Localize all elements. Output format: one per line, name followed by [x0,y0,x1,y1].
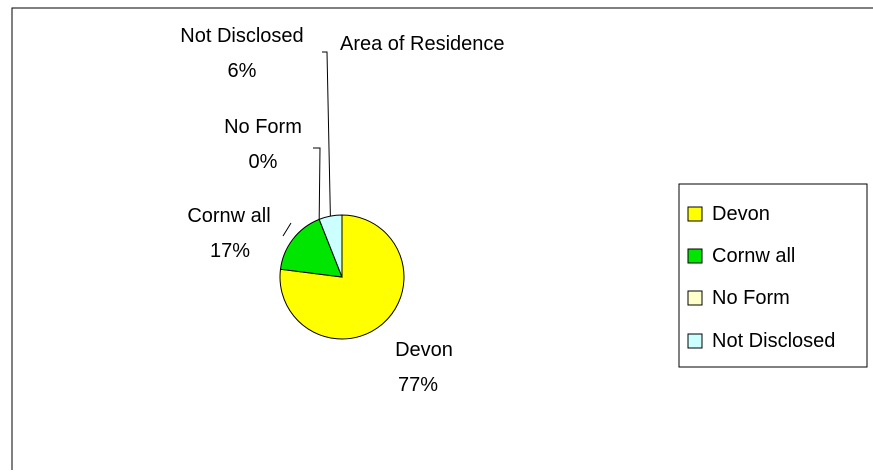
chart-title: Area of Residence [340,33,505,55]
leader-lines [282,51,331,237]
legend-swatch-cornwall [687,248,703,264]
legend: Devon Cornw all No Form Not Disclosed [678,183,868,368]
leader-line-cornwall [282,222,292,237]
legend-label-not-disclosed: Not Disclosed [712,330,835,352]
pie-slices [279,214,405,340]
legend-label-cornwall: Cornw all [712,245,795,267]
data-label-name-cornwall: Cornw all [187,205,270,227]
legend-swatch-no-form [687,290,703,306]
data-label-name-not-disclosed: Not Disclosed [180,25,303,47]
data-label-percent-cornwall: 17% [210,240,250,262]
data-labels: Devon 77% Cornw all 17% No Form 0% Not D… [180,25,453,396]
legend-box [678,183,868,368]
leader-line-not-disclosed [322,51,331,217]
chart-border [11,7,873,470]
data-label-percent-no-form: 0% [249,151,278,173]
data-label-percent-devon: 77% [398,374,438,396]
data-label-name-devon: Devon [395,339,453,361]
leader-line-no-form [313,147,321,220]
legend-label-devon: Devon [712,203,770,225]
legend-swatch-devon [687,206,703,222]
data-label-name-no-form: No Form [224,116,302,138]
legend-swatch-not-disclosed [687,333,703,349]
data-label-percent-not-disclosed: 6% [228,60,257,82]
legend-label-no-form: No Form [712,287,790,309]
pie-slice-cornwall [279,218,343,278]
